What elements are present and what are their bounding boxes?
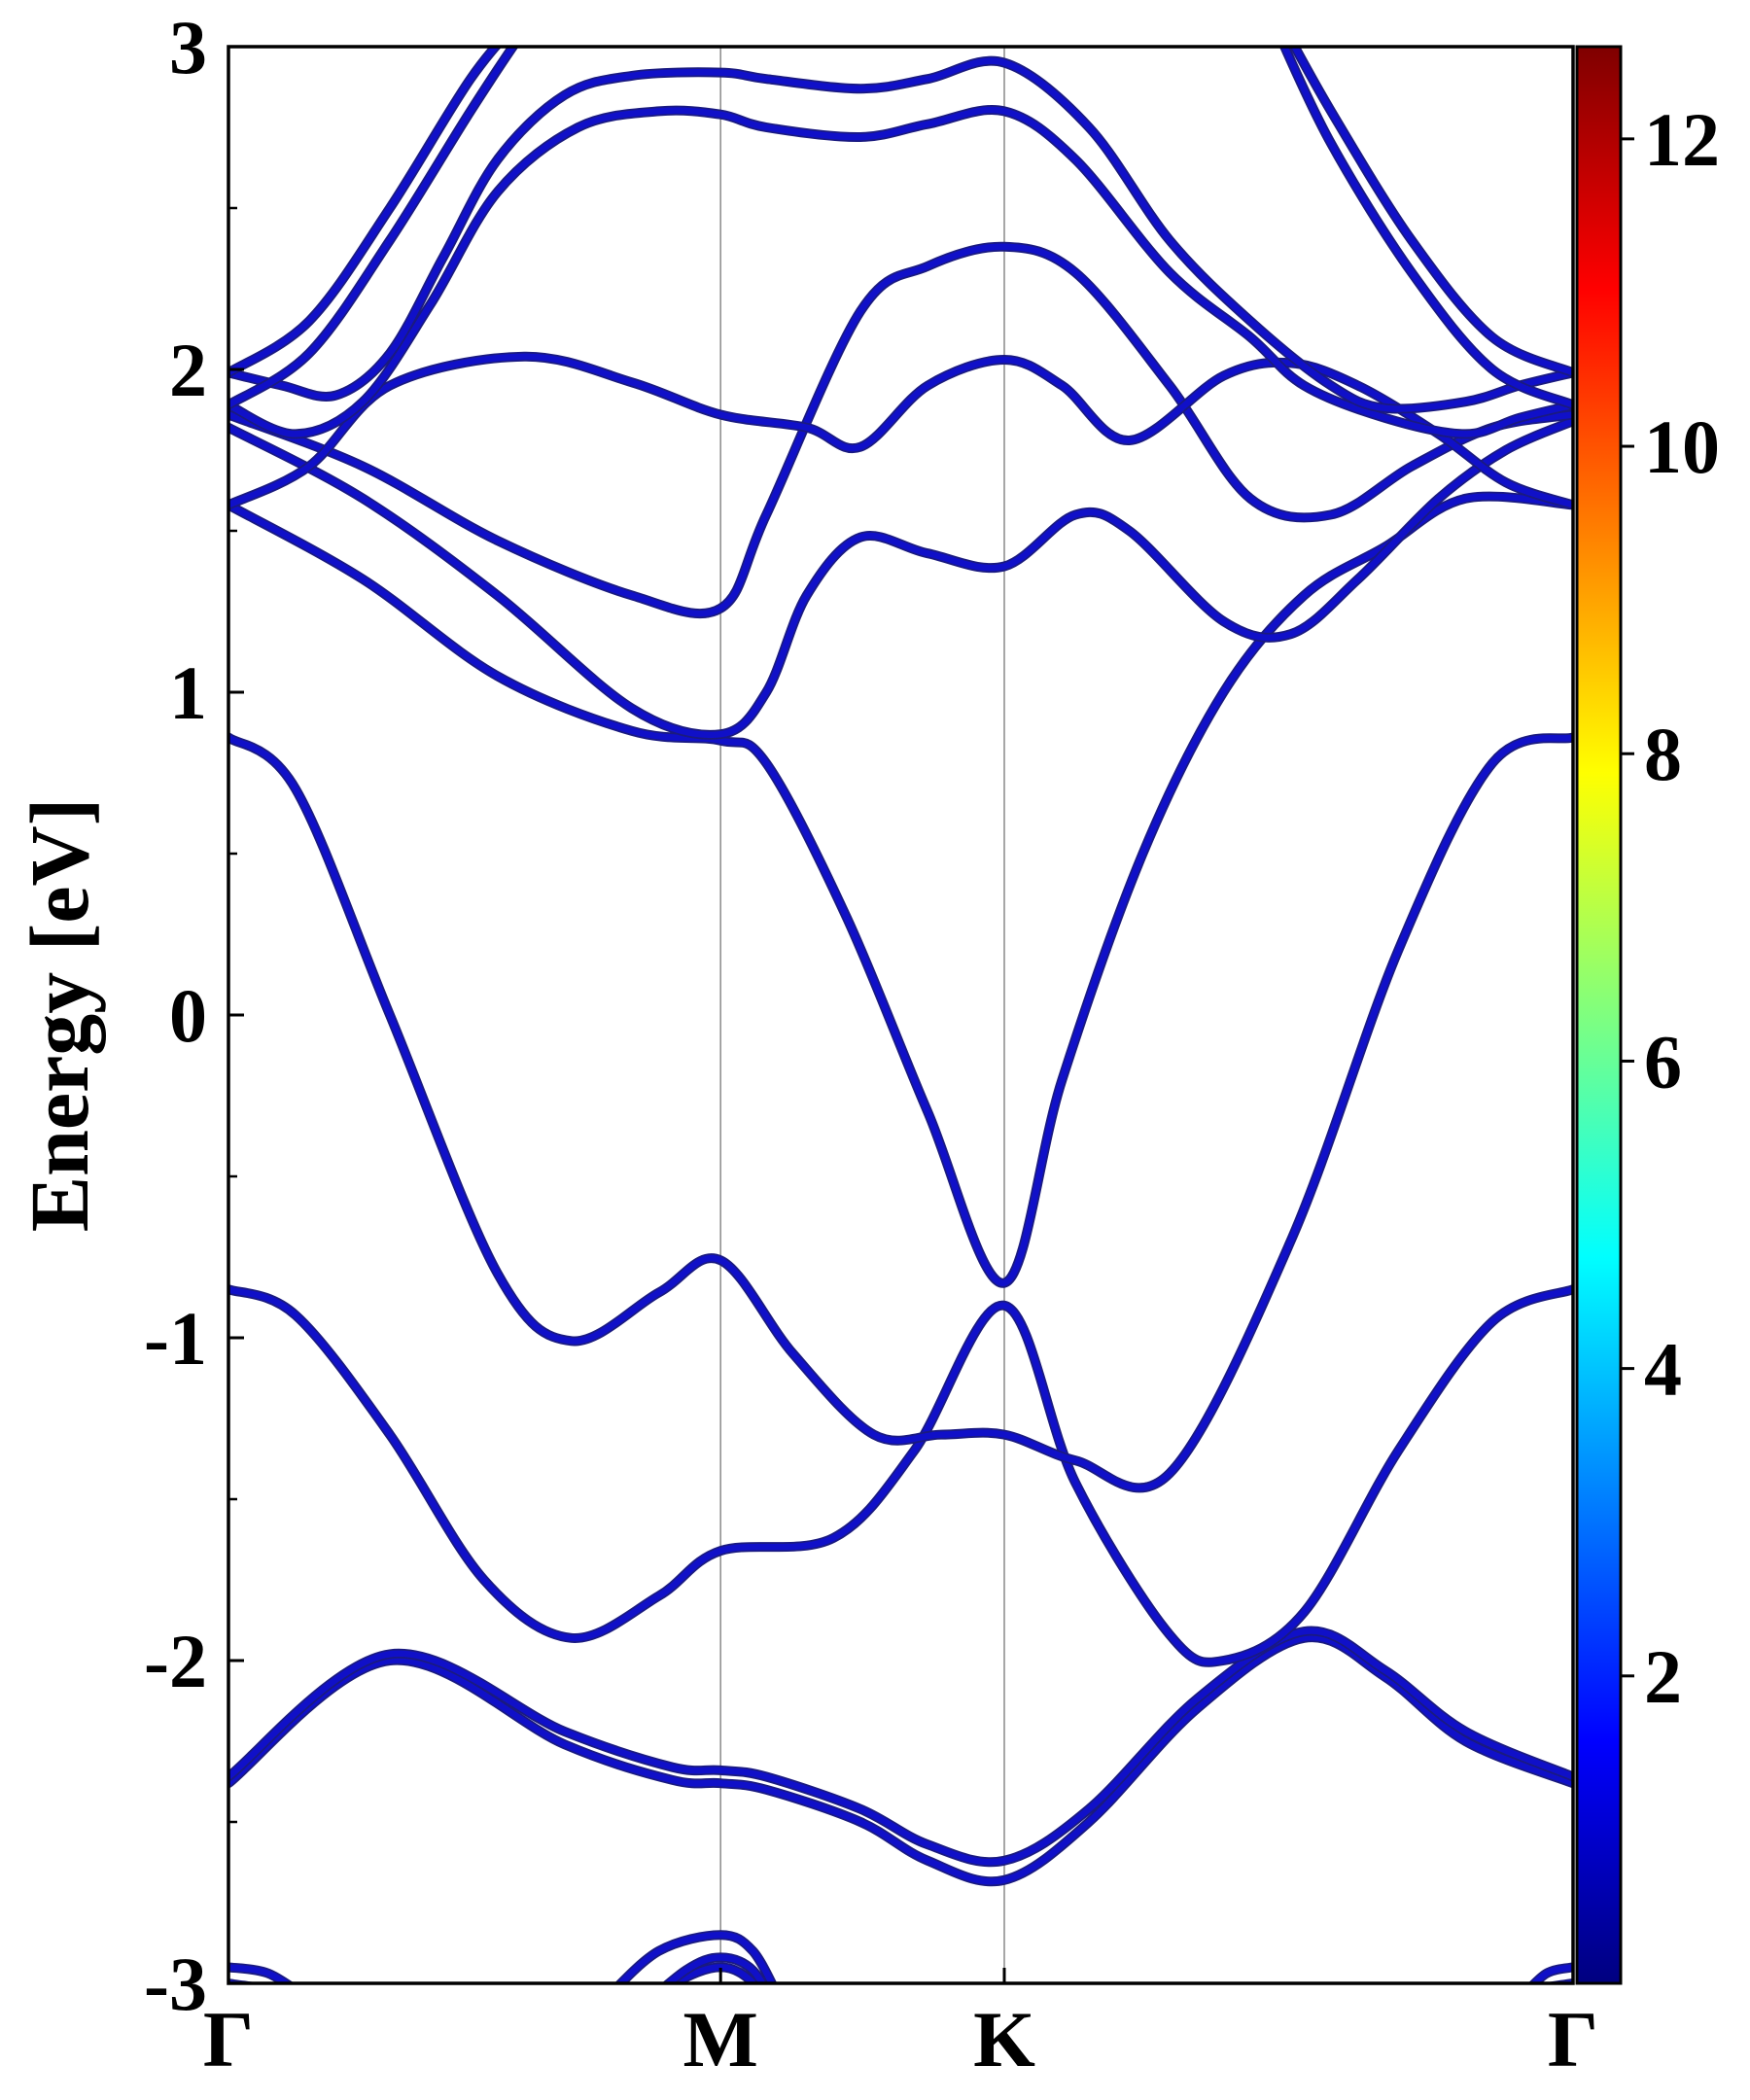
- band-line: [1280, 47, 1573, 408]
- y-tick-label: 0: [169, 973, 207, 1058]
- y-tick-label: -3: [144, 1942, 207, 2026]
- band-line: [1291, 47, 1573, 376]
- band-line: [228, 1285, 1573, 1665]
- k-point-divider-lines: [719, 47, 1005, 1983]
- band-line: [228, 1628, 1573, 1866]
- y-tick-label: -1: [144, 1296, 207, 1381]
- k-point-label: Γ: [203, 1995, 254, 2083]
- k-point-label: M: [682, 1995, 757, 2083]
- band-line: [1529, 1964, 1573, 1983]
- k-point-label: K: [973, 1995, 1035, 2083]
- colorbar-tick-label: 6: [1644, 1019, 1682, 1103]
- k-point-label: Γ: [1548, 1995, 1598, 2083]
- y-tick-label: 1: [169, 650, 207, 735]
- band-line: [228, 47, 517, 408]
- colorbar-tick-label: 10: [1644, 404, 1720, 489]
- band-line: [228, 493, 1573, 1286]
- colorbar-tick-label: 12: [1644, 97, 1720, 182]
- band-line: [663, 1954, 766, 1983]
- axis-ticks: [227, 45, 1575, 1985]
- y-tick-label: 2: [169, 328, 207, 412]
- colorbar-tick-label: 2: [1644, 1634, 1682, 1719]
- y-tick-label: 3: [169, 5, 207, 89]
- band-line: [228, 47, 500, 376]
- colorbar: 2 4 6 8 10 12: [1575, 45, 1720, 1985]
- band-line: [228, 353, 1573, 508]
- band-line: [228, 243, 1573, 617]
- colorbar-tick-label: 4: [1644, 1327, 1682, 1412]
- colorbar-tick-label: 8: [1644, 712, 1682, 796]
- band-line: [228, 734, 1573, 1491]
- band-line: [228, 1633, 1573, 1885]
- band-line: [228, 57, 1573, 412]
- y-axis-title: Energy [eV]: [13, 798, 106, 1233]
- band-line: [228, 1964, 293, 1983]
- colorbar-gradient: [1575, 45, 1623, 1985]
- band-line: [228, 106, 1573, 438]
- band-line: [228, 417, 1573, 739]
- band-line: [616, 1931, 776, 1983]
- y-tick-label: -2: [144, 1619, 207, 1703]
- bands: [228, 47, 1573, 1983]
